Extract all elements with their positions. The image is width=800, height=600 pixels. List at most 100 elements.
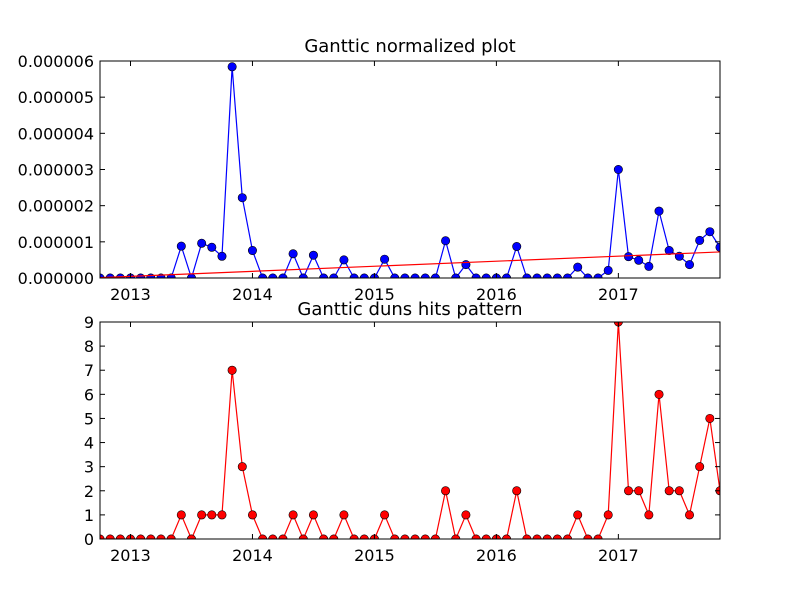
data-point <box>288 510 298 520</box>
data-point <box>441 486 451 496</box>
x-tick-label: 2017 <box>598 285 639 304</box>
data-point <box>197 238 207 248</box>
data-point <box>390 534 400 539</box>
data-point <box>329 534 339 539</box>
data-point <box>502 273 512 278</box>
data-point <box>522 534 532 539</box>
y-tick-label: 4 <box>84 434 94 453</box>
data-point <box>502 534 512 539</box>
data-point <box>227 365 237 375</box>
data-point <box>186 534 196 539</box>
data-point <box>481 534 491 539</box>
data-point <box>451 273 461 278</box>
data-point <box>512 486 522 496</box>
data-point <box>695 462 705 472</box>
y-tick-label: 0.000001 <box>18 233 94 252</box>
y-tick-label: 9 <box>84 313 94 332</box>
y-tick-label: 0 <box>84 530 94 549</box>
data-point <box>644 510 654 520</box>
data-point <box>197 510 207 520</box>
data-point <box>583 273 593 278</box>
data-point <box>298 273 308 278</box>
data-point <box>288 249 298 259</box>
data-point <box>664 246 674 256</box>
y-tick-label: 5 <box>84 409 94 428</box>
data-point <box>552 534 562 539</box>
x-tick-label: 2014 <box>232 546 273 565</box>
data-point <box>400 534 410 539</box>
y-tick-label: 0.000000 <box>18 269 94 288</box>
data-point <box>542 534 552 539</box>
data-point <box>217 251 227 261</box>
data-point <box>624 252 634 262</box>
data-point <box>217 510 227 520</box>
data-point <box>451 534 461 539</box>
data-point <box>664 486 674 496</box>
data-point <box>268 273 278 278</box>
data-point <box>603 510 613 520</box>
y-tick-label: 0.000002 <box>18 197 94 216</box>
data-point <box>634 486 644 496</box>
data-point <box>339 255 349 265</box>
data-point <box>380 510 390 520</box>
data-point <box>349 273 359 278</box>
data-point <box>583 534 593 539</box>
x-tick-label: 2013 <box>110 285 151 304</box>
data-point <box>654 389 664 399</box>
data-point <box>481 273 491 278</box>
data-point <box>410 534 420 539</box>
x-tick-label: 2017 <box>598 546 639 565</box>
x-axis: 2013 2014 2015 2016 2017 <box>110 61 639 304</box>
y-tick-label: 2 <box>84 482 94 501</box>
data-point <box>207 510 217 520</box>
data-point <box>339 510 349 520</box>
data-point <box>400 273 410 278</box>
data-point <box>705 227 715 237</box>
y-tick-label: 0.000006 <box>18 52 94 71</box>
data-point <box>410 273 420 278</box>
data-point <box>258 534 268 539</box>
data-point <box>420 273 430 278</box>
x-tick-label: 2013 <box>110 546 151 565</box>
data-point <box>146 534 156 539</box>
data-point <box>471 273 481 278</box>
data-point <box>563 273 573 278</box>
data-point <box>542 273 552 278</box>
data-point <box>359 534 369 539</box>
data-point <box>380 254 390 264</box>
data-point <box>100 534 105 539</box>
data-point <box>593 273 603 278</box>
plot-area <box>100 322 720 539</box>
data-point <box>329 273 339 278</box>
data-point <box>552 273 562 278</box>
data-point <box>237 193 247 203</box>
y-tick-label: 6 <box>84 385 94 404</box>
y-axis: 0.000000 0.000001 0.000002 0.000003 0.000004… <box>18 52 720 288</box>
data-point <box>258 273 268 278</box>
x-tick-label: 2014 <box>232 285 273 304</box>
data-point <box>532 273 542 278</box>
y-tick-label: 1 <box>84 506 94 525</box>
chart-normalized: Ganttic normalized plot 0.000000 0.000001… <box>18 36 721 304</box>
data-point <box>166 534 176 539</box>
data-point <box>308 510 318 520</box>
y-tick-label: 3 <box>84 458 94 477</box>
data-point <box>573 510 583 520</box>
data-point <box>278 534 288 539</box>
data-point <box>532 534 542 539</box>
data-point <box>634 255 644 265</box>
chart-duns-hits: Ganttic duns hits pattern 0 1 2 3 4 5 6 7 8 9 201… <box>84 299 721 565</box>
data-point <box>420 534 430 539</box>
data-point <box>207 242 217 252</box>
data-point <box>685 510 695 520</box>
data-point <box>573 262 583 272</box>
data-point <box>115 534 125 539</box>
data-point <box>674 486 684 496</box>
data-point <box>522 273 532 278</box>
data-point <box>176 510 186 520</box>
chart-title: Ganttic duns hits pattern <box>297 299 522 320</box>
data-point <box>613 165 623 175</box>
series-line <box>100 251 720 278</box>
data-point <box>695 235 705 245</box>
